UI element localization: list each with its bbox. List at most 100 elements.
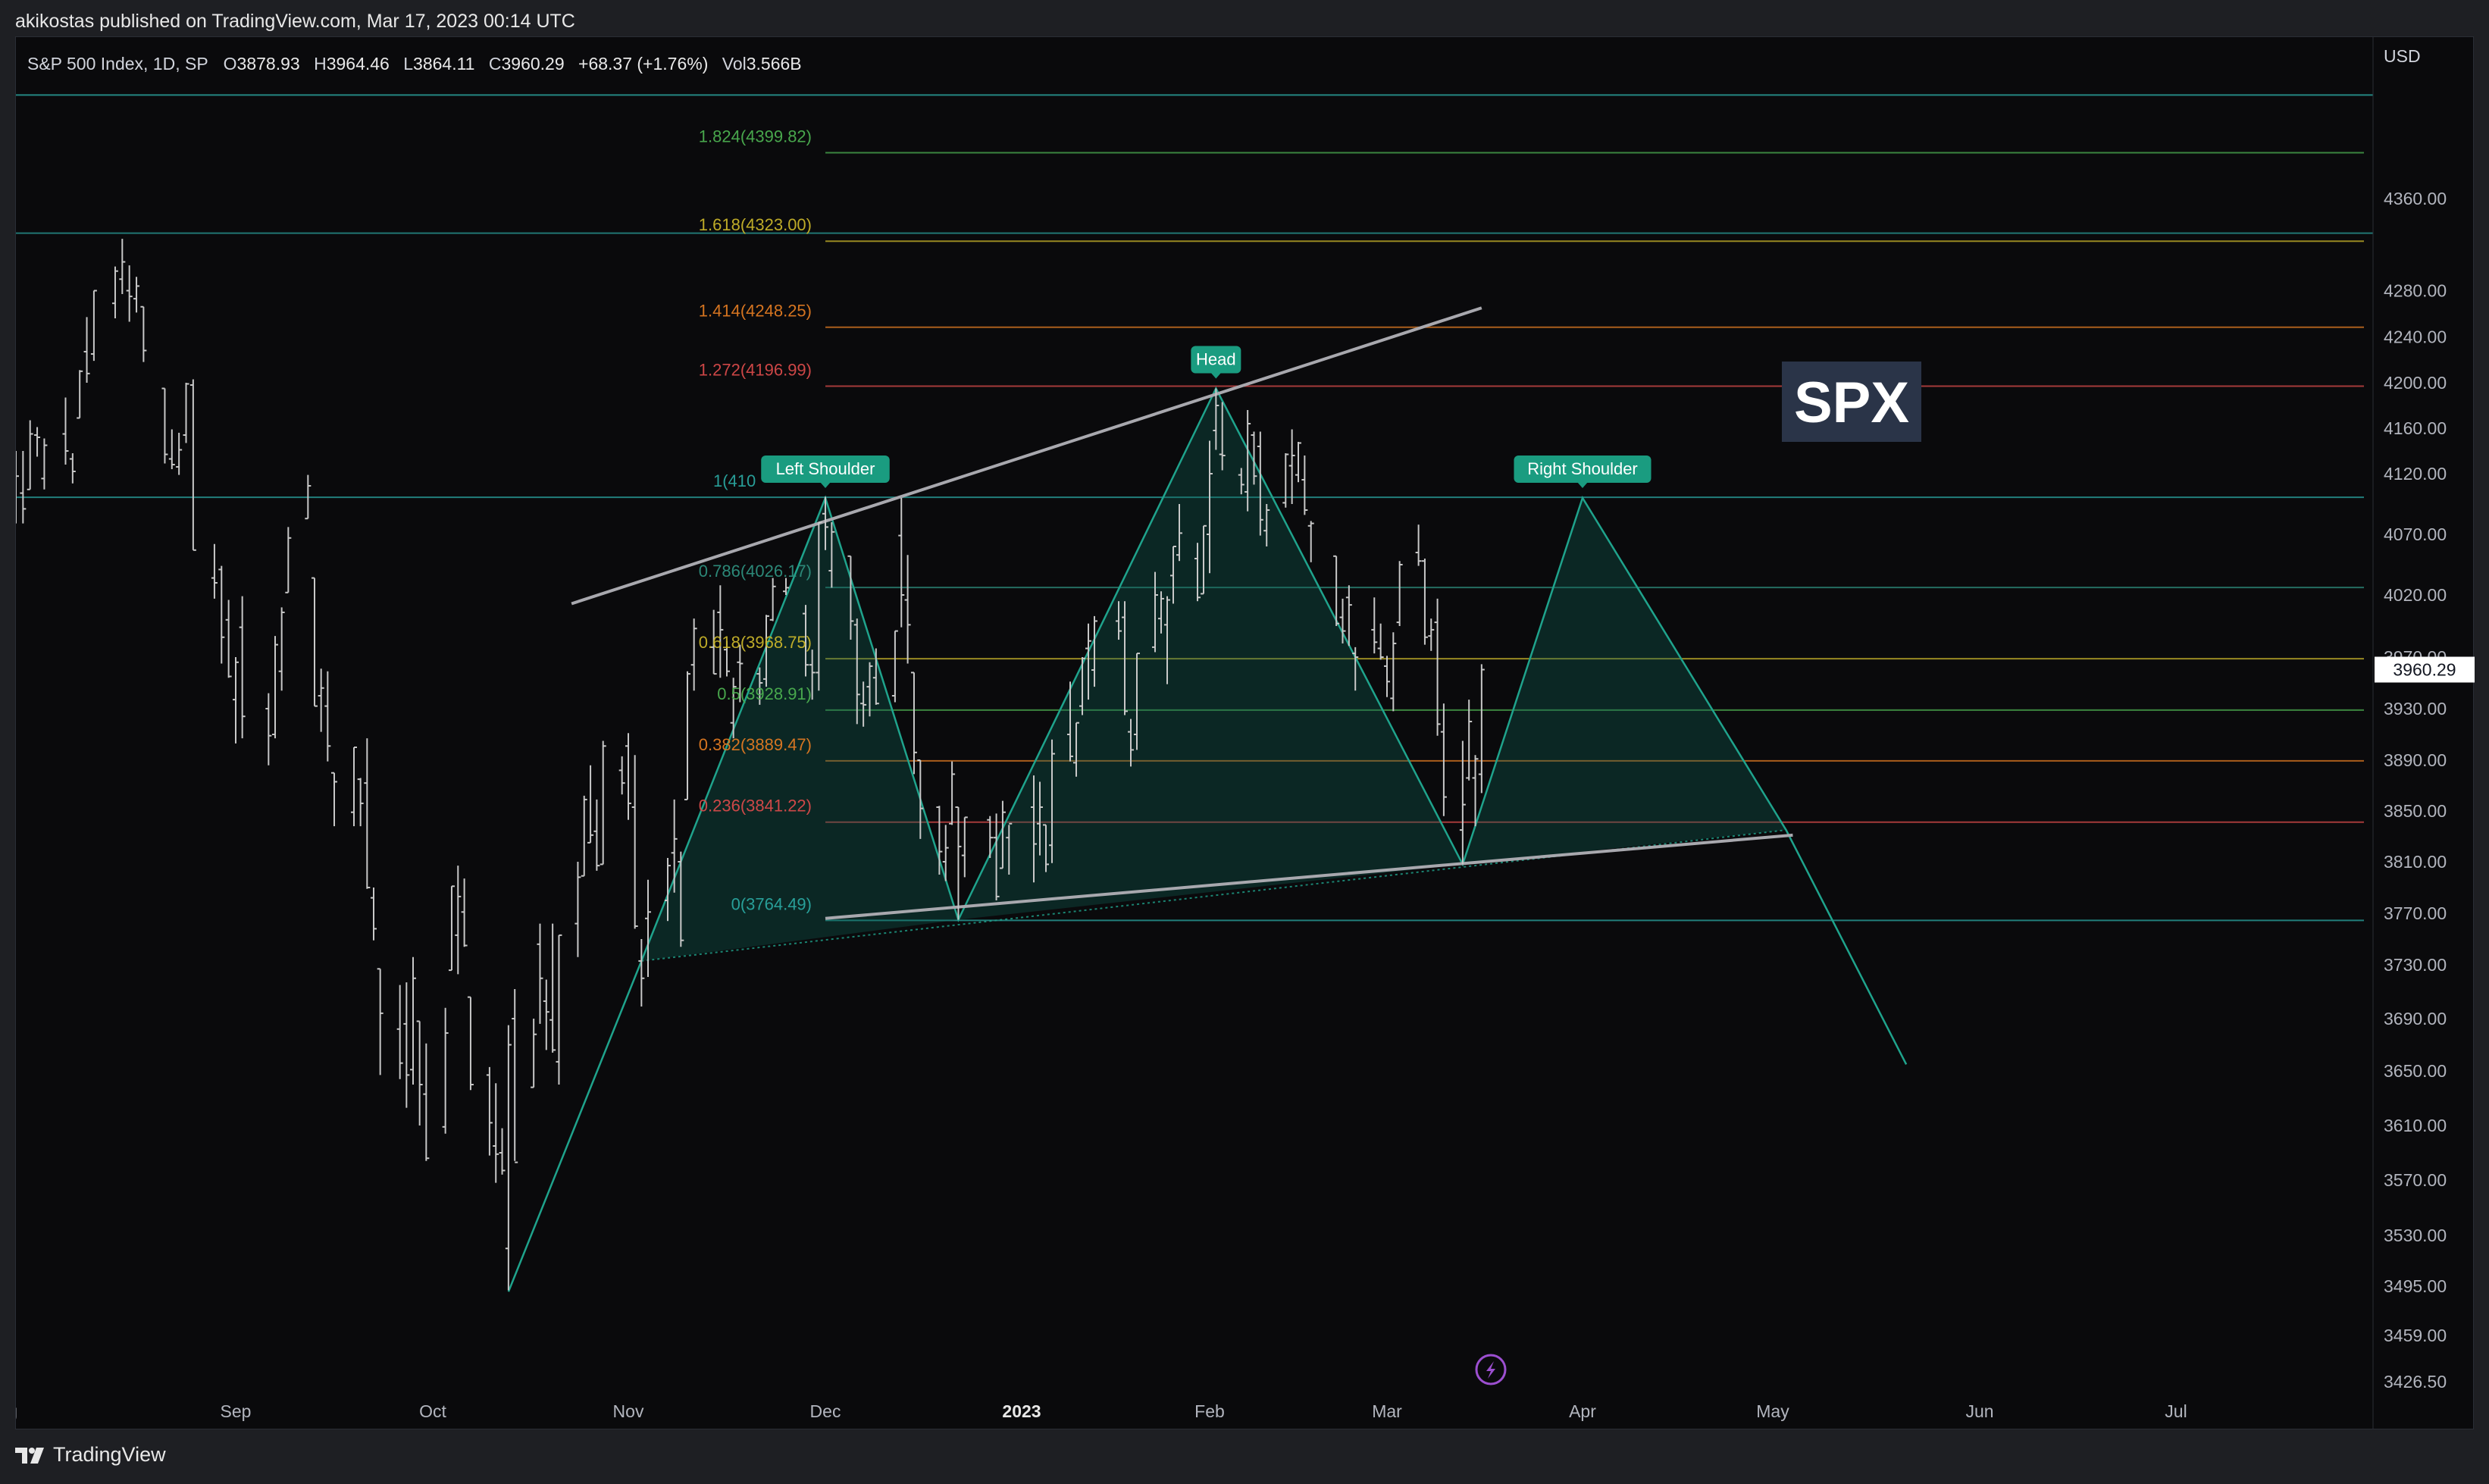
candle — [847, 555, 854, 640]
tradingview-label: TradingView — [53, 1443, 166, 1466]
fib-label: 0.786(4026.17) — [699, 562, 812, 581]
candle — [1472, 755, 1479, 827]
footer-bar: TradingView — [0, 1429, 2489, 1484]
pattern-label-bg — [1514, 456, 1652, 483]
candle — [917, 759, 924, 839]
price-tick-label: 3930.00 — [2384, 699, 2447, 719]
chart-panel[interactable]: 1.824(4399.82) 1.618(4323.00) 1.414(4248.2… — [15, 36, 2475, 1430]
candle — [1116, 601, 1122, 640]
candle — [1244, 410, 1251, 512]
fib-label: 0.236(3841.22) — [699, 797, 812, 816]
watermark-text: SPX — [1794, 371, 1909, 435]
legend-high-label: H — [314, 54, 327, 74]
candle — [1282, 453, 1289, 508]
legend-high-value: 3964.46 — [327, 54, 390, 74]
price-tick-label: 4200.00 — [2384, 373, 2447, 393]
price-axis[interactable]: 4360.00 4280.00 4240.00 4200.00 4160.00 4120.… — [2384, 189, 2447, 1392]
candle — [1384, 656, 1390, 697]
fib-label: 0.618(3968.75) — [699, 633, 812, 652]
candle — [1006, 822, 1013, 875]
candle — [593, 799, 600, 871]
candle — [910, 672, 917, 775]
candle — [1079, 657, 1085, 715]
legend-symbol: S&P 500 Index, 1D, SP — [27, 54, 208, 74]
candle — [1091, 615, 1097, 687]
candle — [34, 427, 41, 457]
fib-label: 1.618(4323.00) — [699, 215, 812, 234]
legend-volume-value: 3.566B — [747, 54, 802, 74]
candle — [1085, 623, 1091, 700]
time-tick-label: Nov — [613, 1401, 644, 1421]
candle — [684, 671, 690, 800]
head-and-shoulders-pattern — [507, 386, 1908, 1292]
candle — [1307, 521, 1314, 562]
candle — [225, 600, 232, 678]
price-chart[interactable]: 1.824(4399.82) 1.618(4323.00) 1.414(4248.2… — [16, 37, 2475, 1430]
candle — [531, 1019, 537, 1088]
candle — [265, 693, 272, 765]
candle — [853, 618, 860, 725]
price-tick-label: 3426.50 — [2384, 1372, 2447, 1392]
legend-low-value: 3864.11 — [413, 54, 474, 74]
time-tick-label: Dec — [810, 1401, 841, 1421]
candle — [1371, 597, 1378, 654]
candle — [671, 799, 678, 893]
candle — [756, 667, 763, 705]
candle — [961, 816, 968, 878]
candle — [1043, 824, 1049, 872]
candle — [600, 740, 606, 866]
price-tick-label: 4070.00 — [2384, 524, 2447, 544]
tradingview-logo-icon — [15, 1447, 44, 1464]
candle — [126, 265, 133, 322]
lightning-icon[interactable] — [1475, 1354, 1507, 1385]
price-tick-label: 4020.00 — [2384, 585, 2447, 605]
candle — [898, 498, 905, 628]
time-tick-label: Aug — [16, 1401, 17, 1421]
price-tick-label: 3610.00 — [2384, 1116, 2447, 1135]
time-tick-label: Apr — [1569, 1401, 1596, 1421]
time-tick-label: Sep — [221, 1401, 252, 1421]
candle — [987, 816, 994, 858]
price-tick-label: 3690.00 — [2384, 1009, 2447, 1028]
fibonacci-lines — [16, 94, 2373, 922]
candle — [69, 453, 76, 484]
candle — [461, 878, 468, 947]
candle — [625, 733, 631, 820]
legend-open-label: O — [224, 54, 237, 74]
candles — [16, 239, 1485, 1291]
candle — [631, 755, 638, 929]
candle — [1213, 388, 1219, 450]
candle — [1295, 442, 1301, 483]
candle — [1251, 431, 1257, 485]
tradingview-brand[interactable]: TradingView — [15, 1443, 166, 1467]
candle — [1440, 703, 1447, 816]
candle — [1345, 585, 1352, 647]
time-axis[interactable]: Aug Sep Oct Nov Dec 2023 Feb Mar Apr May Jun Jul — [16, 1401, 2187, 1421]
fib-label: 0.5(3928.91) — [717, 684, 812, 703]
candle — [1421, 559, 1428, 645]
candle — [828, 522, 835, 588]
legend-close-value: 3960.29 — [501, 54, 564, 74]
candle — [690, 618, 697, 691]
candle — [1201, 524, 1207, 595]
time-tick-label: Oct — [419, 1401, 446, 1421]
price-tick-label: 3730.00 — [2384, 955, 2447, 975]
candle — [587, 765, 594, 844]
candle — [730, 678, 737, 739]
time-tick-label: Jul — [2165, 1401, 2187, 1421]
candle — [351, 747, 357, 827]
candle — [1333, 555, 1340, 626]
candle — [377, 968, 384, 1075]
candle — [1158, 591, 1164, 634]
time-tick-label: 2023 — [1002, 1401, 1041, 1421]
pattern-label-pointer — [820, 482, 831, 488]
candle — [324, 671, 331, 762]
candle — [371, 888, 377, 941]
legend-low-label: L — [403, 54, 413, 74]
legend-close-label: C — [489, 54, 502, 74]
candle — [183, 383, 189, 443]
fib-label: 0(3764.49) — [731, 894, 812, 913]
candle — [645, 879, 651, 977]
candle — [1352, 647, 1359, 691]
time-tick-label: Jun — [1965, 1401, 1993, 1421]
